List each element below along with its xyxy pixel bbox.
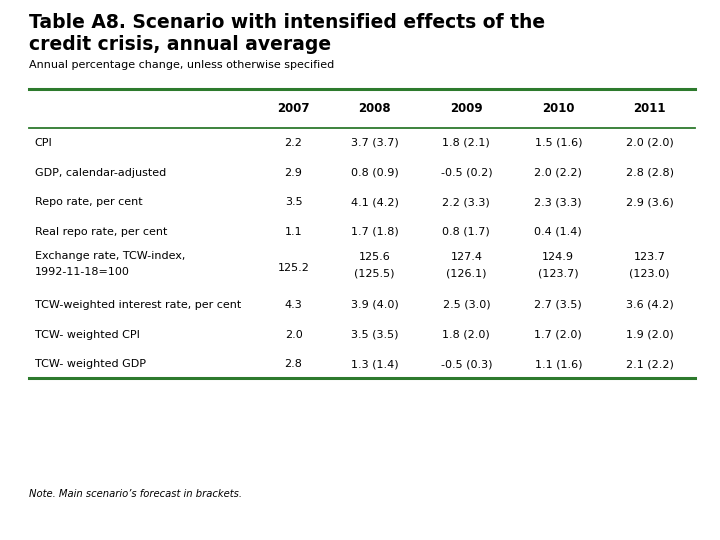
Text: 0.8 (1.7): 0.8 (1.7)	[443, 227, 490, 237]
Text: 125.2: 125.2	[278, 264, 310, 273]
Text: 3.5: 3.5	[284, 197, 302, 207]
Text: 1.3 (1.4): 1.3 (1.4)	[351, 359, 398, 369]
Text: 2.5 (3.0): 2.5 (3.0)	[443, 300, 490, 310]
Text: 1.7 (2.0): 1.7 (2.0)	[534, 329, 582, 340]
Text: TCW-weighted interest rate, per cent: TCW-weighted interest rate, per cent	[35, 300, 240, 310]
Text: Exchange rate, TCW-index,: Exchange rate, TCW-index,	[35, 251, 185, 261]
Text: 2.2: 2.2	[284, 138, 302, 148]
Text: (125.5): (125.5)	[354, 268, 395, 279]
Text: 1.1 (1.6): 1.1 (1.6)	[534, 359, 582, 369]
Text: -0.5 (0.3): -0.5 (0.3)	[441, 359, 492, 369]
Text: Annual percentage change, unless otherwise specified: Annual percentage change, unless otherwi…	[29, 60, 334, 71]
Text: 2010: 2010	[542, 102, 575, 115]
Text: 3.6 (4.2): 3.6 (4.2)	[626, 300, 673, 310]
Text: SVERIGES
RIKSBANK: SVERIGES RIKSBANK	[626, 49, 672, 70]
Text: 1.8 (2.1): 1.8 (2.1)	[443, 138, 490, 148]
Text: Table A8. Scenario with intensified effects of the: Table A8. Scenario with intensified effe…	[29, 14, 545, 32]
Text: 3.7 (3.7): 3.7 (3.7)	[351, 138, 398, 148]
Text: (123.0): (123.0)	[629, 268, 670, 279]
Text: 1.7 (1.8): 1.7 (1.8)	[351, 227, 398, 237]
Text: 1.9 (2.0): 1.9 (2.0)	[626, 329, 673, 340]
Text: 3.9 (4.0): 3.9 (4.0)	[351, 300, 398, 310]
Text: 2007: 2007	[277, 102, 310, 115]
Text: TCW- weighted CPI: TCW- weighted CPI	[35, 329, 140, 340]
Text: 2.8: 2.8	[284, 359, 302, 369]
Text: 2008: 2008	[358, 102, 391, 115]
Text: 0.4 (1.4): 0.4 (1.4)	[534, 227, 582, 237]
Text: 1.1: 1.1	[284, 227, 302, 237]
Text: 2.0 (2.0): 2.0 (2.0)	[626, 138, 673, 148]
Text: 2.8 (2.8): 2.8 (2.8)	[626, 167, 673, 178]
Text: ✦ ✦ ✦
 ✦
❧: ✦ ✦ ✦ ✦ ❧	[634, 10, 665, 43]
Text: Repo rate, per cent: Repo rate, per cent	[35, 197, 142, 207]
Text: (126.1): (126.1)	[446, 268, 487, 279]
Text: 2.1 (2.2): 2.1 (2.2)	[626, 359, 673, 369]
Text: 124.9: 124.9	[542, 252, 575, 262]
Text: 1.8 (2.0): 1.8 (2.0)	[443, 329, 490, 340]
Text: 123.7: 123.7	[634, 252, 665, 262]
Text: CPI: CPI	[35, 138, 53, 148]
Text: Sources: Statistics Sweden and the Riksbank: Sources: Statistics Sweden and the Riksb…	[364, 517, 702, 530]
Text: Real repo rate, per cent: Real repo rate, per cent	[35, 227, 167, 237]
Text: 2011: 2011	[634, 102, 666, 115]
Text: 2009: 2009	[450, 102, 482, 115]
Text: credit crisis, annual average: credit crisis, annual average	[29, 35, 331, 54]
Text: 3.5 (3.5): 3.5 (3.5)	[351, 329, 398, 340]
Text: 127.4: 127.4	[451, 252, 482, 262]
Text: 2.0 (2.2): 2.0 (2.2)	[534, 167, 582, 178]
Text: 2.3 (3.3): 2.3 (3.3)	[534, 197, 582, 207]
Text: (123.7): (123.7)	[538, 268, 579, 279]
Text: 4.3: 4.3	[284, 300, 302, 310]
Text: -0.5 (0.2): -0.5 (0.2)	[441, 167, 492, 178]
Text: 2.7 (3.5): 2.7 (3.5)	[534, 300, 582, 310]
Text: 4.1 (4.2): 4.1 (4.2)	[351, 197, 398, 207]
Text: Note. Main scenario’s forecast in brackets.: Note. Main scenario’s forecast in bracke…	[29, 489, 242, 500]
Text: GDP, calendar-adjusted: GDP, calendar-adjusted	[35, 167, 166, 178]
Text: TCW- weighted GDP: TCW- weighted GDP	[35, 359, 145, 369]
Text: 2.2 (3.3): 2.2 (3.3)	[443, 197, 490, 207]
Text: 2.9: 2.9	[284, 167, 302, 178]
Text: 1992-11-18=100: 1992-11-18=100	[35, 267, 130, 278]
Text: 2.9 (3.6): 2.9 (3.6)	[626, 197, 673, 207]
Text: 125.6: 125.6	[359, 252, 390, 262]
Text: 2.0: 2.0	[284, 329, 302, 340]
Text: 0.8 (0.9): 0.8 (0.9)	[351, 167, 398, 178]
Text: 1.5 (1.6): 1.5 (1.6)	[534, 138, 582, 148]
